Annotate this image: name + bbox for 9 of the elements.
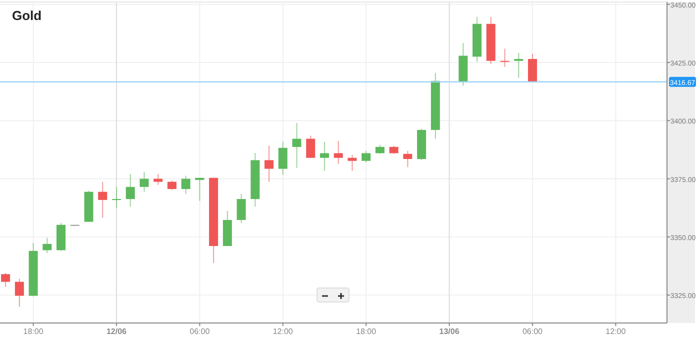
x-tick-label: 13/06 <box>439 327 460 336</box>
x-tick-label: 12:00 <box>272 327 294 336</box>
x-tick-label: 18:00 <box>356 327 377 336</box>
x-tick-label: 12:00 <box>606 327 626 336</box>
x-tick-label: 12/06 <box>106 327 128 336</box>
x-tick-label: 06:00 <box>190 327 210 336</box>
text: Gold <box>12 8 42 23</box>
x-tick-label: 06:00 <box>522 327 544 336</box>
x-tick-label: 18:00 <box>23 327 44 336</box>
